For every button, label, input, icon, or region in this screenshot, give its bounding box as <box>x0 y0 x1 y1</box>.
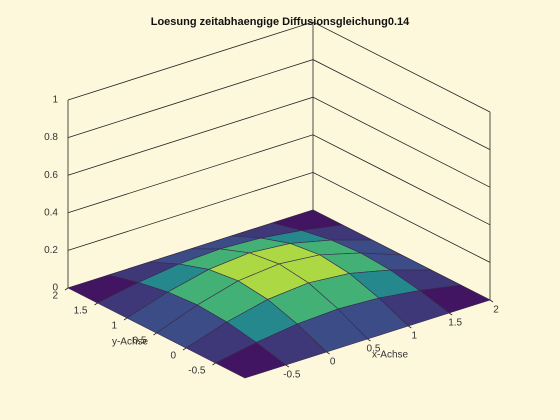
y-tick <box>182 347 187 351</box>
y-tick <box>123 317 128 321</box>
surface-facet <box>214 342 287 379</box>
z-tick-label: 0.2 <box>44 245 58 256</box>
x-tick-label: 1 <box>412 331 418 342</box>
x-tick <box>408 325 412 329</box>
x-tick <box>489 299 494 303</box>
x-tick-label: -0.5 <box>283 370 301 381</box>
y-tick <box>153 332 157 336</box>
y-tick <box>212 362 216 366</box>
y-axis-label: y-Achse <box>112 337 149 348</box>
x-tick-label: 2 <box>493 305 499 316</box>
x-axis-label: x-Achse <box>372 350 409 361</box>
y-tick-label: 2 <box>52 291 58 302</box>
x-tick <box>285 364 290 368</box>
x-tick <box>326 351 330 355</box>
grid-line <box>67 59 491 150</box>
z-tick-label: 0.8 <box>44 132 58 143</box>
grid-line <box>67 96 491 188</box>
x-tick-label: 0 <box>330 357 336 368</box>
z-tick-label: 1 <box>52 95 58 106</box>
x-tick-label: 1.5 <box>448 318 462 329</box>
y-tick-label: 0 <box>170 351 176 362</box>
y-tick-label: 1.5 <box>74 306 88 317</box>
y-tick <box>64 287 69 291</box>
y-tick <box>94 302 98 306</box>
y-tick-label: 1 <box>111 321 117 332</box>
y-tick-label: -0.5 <box>188 366 206 377</box>
z-tick-label: 0 <box>52 283 58 294</box>
x-tick-label: 0.5 <box>367 344 381 355</box>
z-tick-label: 0.6 <box>44 170 58 181</box>
chart-title: Loesung zeitabhaengige Diffusionsgleichu… <box>151 16 410 28</box>
x-tick <box>448 312 453 316</box>
y-tick-label: 0.5 <box>133 336 147 347</box>
z-tick-label: 0.4 <box>44 207 58 218</box>
x-tick <box>367 338 371 342</box>
grid-line <box>67 21 491 113</box>
grid-line <box>67 134 491 226</box>
